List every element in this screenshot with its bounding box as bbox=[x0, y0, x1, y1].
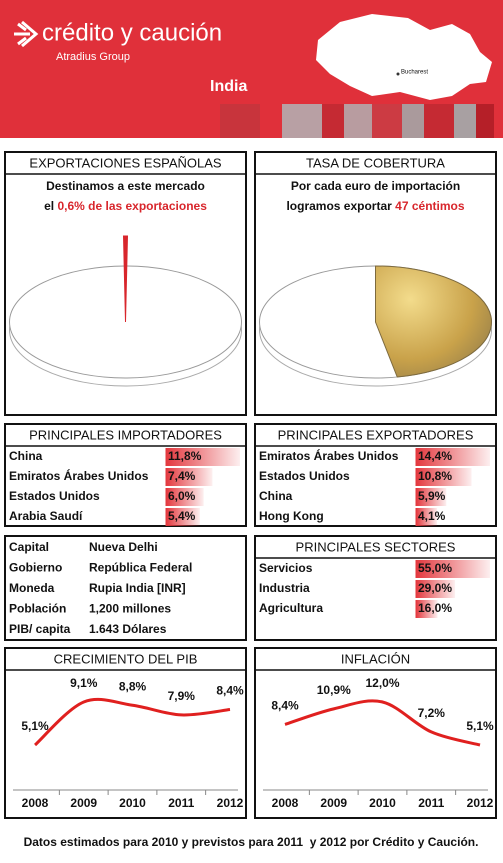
bar bbox=[416, 508, 438, 526]
brand-group: Atradius Group bbox=[56, 51, 130, 63]
value-label: 5,9% bbox=[418, 489, 446, 503]
line bbox=[33, 697, 231, 747]
value-label: 7,9% bbox=[168, 689, 196, 703]
row-label: Estados Unidos bbox=[9, 489, 100, 503]
bar bbox=[416, 448, 490, 466]
info-value: 1,200 millones bbox=[89, 602, 171, 616]
pie-slice bbox=[122, 235, 129, 323]
value-label: 16,0% bbox=[418, 601, 452, 615]
panel-title: PRINCIPALES EXPORTADORES bbox=[278, 427, 474, 442]
panel-title: EXPORTACIONES ESPAÑOLAS bbox=[29, 155, 221, 170]
x-tick-label: 2012 bbox=[217, 796, 244, 810]
x-tick-label: 2009 bbox=[70, 796, 97, 810]
brand: crédito y caución bbox=[42, 19, 222, 46]
x-tick-label: 2010 bbox=[119, 796, 146, 810]
x-tick-label: 2010 bbox=[369, 796, 396, 810]
bar bbox=[416, 488, 447, 506]
row-label: Hong Kong bbox=[259, 509, 324, 523]
value-label: 5,1% bbox=[21, 719, 49, 733]
value-label: 47 céntimos bbox=[395, 199, 465, 213]
info-key: Población bbox=[9, 602, 66, 616]
panel-title: TASA DE COBERTURA bbox=[306, 155, 445, 170]
row-label: China bbox=[9, 449, 43, 463]
map bbox=[316, 14, 492, 100]
row-label: Arabia Saudí bbox=[9, 509, 83, 523]
value-label: 5,1% bbox=[466, 719, 494, 733]
value-label: 11,8% bbox=[168, 449, 202, 463]
value-label: 8,4% bbox=[216, 684, 244, 698]
panel bbox=[4, 535, 247, 641]
bar bbox=[416, 580, 456, 598]
info-key: PIB/ capita bbox=[9, 622, 71, 636]
value-label: 14,4% bbox=[418, 449, 452, 463]
country: India bbox=[210, 78, 247, 95]
bar bbox=[166, 448, 240, 466]
map-dot bbox=[396, 72, 400, 76]
lead: el bbox=[44, 199, 54, 213]
value-label: 10,8% bbox=[418, 469, 452, 483]
value-label: 7,4% bbox=[168, 469, 196, 483]
value-label: 7,2% bbox=[418, 706, 446, 720]
bar bbox=[166, 488, 204, 506]
subtitle: Destinamos a este mercado bbox=[46, 179, 205, 193]
value-label: 0,6% de las exportaciones bbox=[57, 199, 207, 213]
sentence: el 0,6% de las exportaciones bbox=[44, 199, 207, 213]
bar bbox=[416, 600, 438, 618]
sentence: logramos exportar 47 céntimos bbox=[286, 199, 464, 213]
x-tick-label: 2012 bbox=[467, 796, 494, 810]
bar bbox=[416, 560, 490, 578]
x-tick-label: 2009 bbox=[320, 796, 347, 810]
panel-title: PRINCIPALES SECTORES bbox=[296, 539, 456, 554]
value-label: 29,0% bbox=[418, 581, 452, 595]
row-label: Emiratos Árabes Unidos bbox=[259, 448, 399, 463]
line bbox=[284, 699, 481, 747]
bar bbox=[166, 508, 200, 526]
value-label: 9,1% bbox=[70, 676, 98, 690]
value-label: 55,0% bbox=[418, 561, 452, 575]
value-label: 8,4% bbox=[271, 699, 299, 713]
x-tick-label: 2008 bbox=[272, 796, 299, 810]
row-label: Estados Unidos bbox=[259, 469, 350, 483]
info-value: Nueva Delhi bbox=[89, 540, 158, 554]
info-value: Rupia India [INR] bbox=[89, 581, 186, 595]
bar bbox=[416, 468, 472, 486]
x-tick-label: 2011 bbox=[418, 796, 444, 810]
logo-mark bbox=[14, 20, 39, 48]
panel-title: INFLACIÓN bbox=[341, 651, 410, 666]
value-label: 12,0% bbox=[365, 676, 399, 690]
info-value: 1.643 Dólares bbox=[89, 622, 167, 636]
info-key: Moneda bbox=[9, 581, 55, 595]
row-label: China bbox=[259, 489, 293, 503]
panel-title: CRECIMIENTO DEL PIB bbox=[54, 651, 198, 666]
map-label: Bucharest bbox=[401, 70, 428, 76]
bar bbox=[166, 468, 213, 486]
value-label: 5,4% bbox=[168, 509, 196, 523]
x-tick-label: 2011 bbox=[168, 796, 194, 810]
row-label: Industria bbox=[259, 581, 310, 595]
row-label: Servicios bbox=[259, 561, 313, 575]
lead: logramos exportar bbox=[286, 199, 392, 213]
pie-slice bbox=[375, 265, 492, 378]
row-label: Agricultura bbox=[259, 601, 323, 615]
footer: Datos estimados para 2010 y previstos pa… bbox=[24, 835, 479, 849]
value-label: 6,0% bbox=[168, 489, 196, 503]
info-key: Gobierno bbox=[9, 561, 62, 575]
x-tick-label: 2008 bbox=[22, 796, 49, 810]
row-label: Emiratos Árabes Unidos bbox=[9, 468, 149, 483]
value-label: 4,1% bbox=[418, 509, 446, 523]
header-squares bbox=[220, 104, 494, 138]
info-value: República Federal bbox=[89, 561, 192, 575]
value-label: 10,9% bbox=[317, 683, 351, 697]
info-key: Capital bbox=[9, 540, 49, 554]
panel bbox=[254, 647, 497, 819]
value-label: 8,8% bbox=[119, 679, 147, 693]
panel bbox=[254, 535, 497, 641]
panel bbox=[254, 423, 497, 527]
panel-title: PRINCIPALES IMPORTADORES bbox=[29, 427, 222, 442]
subtitle: Por cada euro de importación bbox=[291, 179, 460, 193]
